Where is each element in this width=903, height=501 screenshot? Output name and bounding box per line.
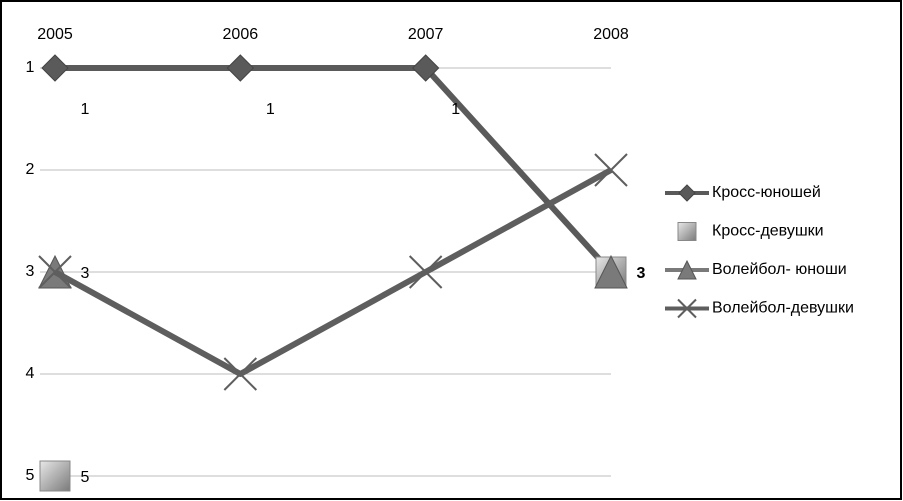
x-tick-label: 2005 xyxy=(37,26,73,43)
legend-label: Кросс-юношей xyxy=(712,184,821,201)
legend-label: Волейбол- юноши xyxy=(712,261,847,278)
legend-marker xyxy=(677,222,697,241)
legend-label: Волейбол-девушки xyxy=(712,300,854,317)
y-tick-label: 5 xyxy=(26,467,35,484)
marker-diamond xyxy=(41,54,69,82)
y-tick-label: 3 xyxy=(26,263,35,280)
marker-triangle xyxy=(594,254,628,289)
marker-square xyxy=(39,460,71,492)
data-label: 1 xyxy=(451,101,460,118)
data-label: 1 xyxy=(266,101,275,118)
legend-marker xyxy=(677,298,697,319)
x-tick-label: 2007 xyxy=(408,26,444,43)
legend-marker xyxy=(678,184,696,202)
y-tick-label: 1 xyxy=(26,59,35,76)
legend-marker xyxy=(677,259,697,280)
x-tick-label: 2008 xyxy=(593,26,629,43)
marker-diamond xyxy=(411,54,440,82)
y-tick-label: 2 xyxy=(26,161,35,178)
marker-x xyxy=(594,153,628,187)
marker-x xyxy=(223,357,258,391)
data-label: 3 xyxy=(81,265,90,282)
data-label: 5 xyxy=(81,469,90,486)
x-tick-label: 2006 xyxy=(223,26,259,43)
marker-x xyxy=(408,255,443,289)
series-line xyxy=(53,167,613,377)
y-tick-label: 4 xyxy=(26,365,35,382)
series-line xyxy=(55,65,614,275)
data-label: 3 xyxy=(637,265,646,282)
legend-label: Кросс-девушки xyxy=(712,223,824,240)
marker-x xyxy=(38,255,72,289)
marker-diamond xyxy=(226,54,255,82)
data-label: 1 xyxy=(81,101,90,118)
